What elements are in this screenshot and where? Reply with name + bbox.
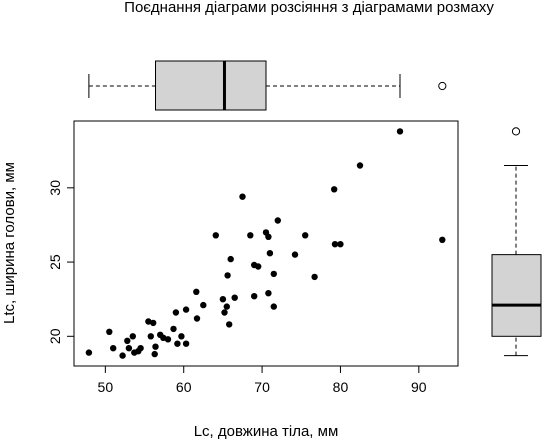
x-box-outlier-0	[438, 81, 447, 91]
data-point-28	[219, 296, 227, 303]
data-point-46	[274, 217, 281, 224]
x-boxplot	[88, 60, 447, 111]
data-point-35	[239, 193, 246, 200]
data-point-17	[164, 336, 172, 343]
data-point-26	[200, 301, 207, 309]
data-point-45	[270, 303, 277, 310]
data-point-9	[137, 345, 144, 352]
data-point-23	[182, 306, 190, 313]
y-axis-title: Ltc, ширина голови, мм	[1, 162, 18, 324]
data-point-53	[356, 162, 364, 169]
data-point-6	[129, 333, 136, 340]
data-point-47	[291, 251, 299, 258]
data-point-25	[193, 315, 201, 322]
data-point-49	[311, 273, 318, 281]
x-tick-label-1: 60	[176, 379, 192, 395]
x-tick-label-0: 50	[98, 379, 114, 395]
y-box-iqr	[491, 254, 542, 337]
data-point-13	[151, 350, 158, 358]
data-point-4	[124, 337, 131, 344]
data-point-34	[231, 294, 238, 301]
data-point-21	[178, 333, 185, 340]
data-point-50	[331, 186, 338, 193]
data-point-33	[227, 255, 234, 263]
data-point-51	[331, 241, 339, 248]
chart-title: Поєднання діаграми розсіяння з діаграмам…	[124, 0, 494, 16]
data-point-48	[302, 232, 309, 239]
data-point-55	[439, 236, 446, 243]
data-point-24	[193, 288, 200, 295]
data-point-12	[150, 319, 157, 327]
data-point-44	[270, 270, 277, 278]
data-point-27	[212, 232, 219, 239]
x-box-iqr	[155, 60, 267, 111]
data-point-20	[174, 340, 181, 347]
data-point-41	[265, 290, 272, 297]
data-point-31	[224, 272, 231, 279]
data-point-14	[152, 343, 159, 350]
data-point-52	[337, 241, 344, 248]
data-point-43	[266, 250, 274, 257]
data-point-30	[223, 303, 230, 310]
data-point-0	[85, 349, 93, 356]
data-point-22	[182, 340, 190, 347]
x-axis-title: Lc, довжина тіла, мм	[194, 423, 339, 440]
data-point-38	[251, 293, 258, 300]
data-point-1	[106, 328, 113, 335]
x-tick-label-4: 90	[411, 379, 427, 395]
data-point-2	[110, 345, 117, 352]
plot-frame	[73, 120, 459, 367]
data-point-32	[226, 321, 233, 328]
data-point-19	[172, 309, 180, 316]
y-tick-label-1: 25	[47, 254, 63, 270]
data-point-29	[221, 309, 228, 316]
data-point-5	[125, 345, 133, 352]
data-point-54	[396, 128, 404, 135]
data-point-3	[119, 352, 126, 359]
y-tick-label-0: 20	[47, 328, 63, 344]
data-point-39	[255, 263, 262, 270]
x-axis: 50 60 70 80 90	[98, 365, 427, 395]
data-point-11	[147, 333, 154, 340]
y-box-outlier-0	[511, 127, 521, 136]
data-point-42	[265, 233, 272, 240]
data-point-10	[145, 318, 152, 325]
scatter-points	[85, 128, 446, 359]
x-tick-label-3: 80	[333, 379, 349, 395]
y-axis: 20 25 30	[47, 180, 75, 344]
data-point-18	[170, 325, 177, 333]
y-tick-label-2: 30	[47, 180, 63, 196]
x-tick-label-2: 70	[254, 379, 270, 395]
y-boxplot	[491, 127, 542, 357]
data-point-36	[247, 232, 254, 239]
